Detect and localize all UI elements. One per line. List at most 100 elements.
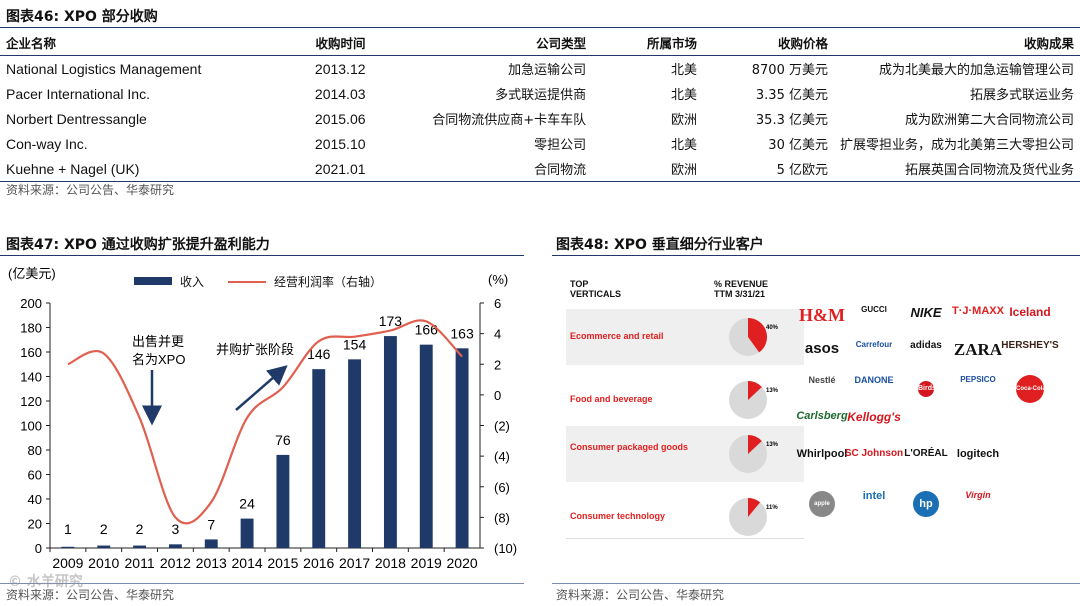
revenue-bar <box>204 539 218 548</box>
x-tick-label: 2020 <box>447 555 478 571</box>
brand-logo-intel: intel <box>862 490 886 502</box>
table-cell: 零担公司 <box>534 138 587 153</box>
left-tick-label: 60 <box>28 468 42 483</box>
fig48-source: 资料来源：公司公告、华泰研究 <box>556 588 725 602</box>
column-header: 收购价格 <box>702 30 834 56</box>
table-cell: Norbert Dentressangle <box>6 110 147 127</box>
fig48-top-rule <box>552 255 1080 256</box>
right-tick-label: 0 <box>494 388 501 403</box>
table-cell: 30 亿美元 <box>768 138 828 153</box>
right-tick-label: (10) <box>494 541 517 556</box>
table-cell: 加急运输公司 <box>508 63 587 78</box>
revenue-share-pie: 11% <box>729 498 778 536</box>
revenue-share-pie: 13% <box>729 381 779 419</box>
revenue-bar <box>240 518 254 548</box>
vertical-label: Food and beverage <box>570 394 653 404</box>
bar-value-label: 2 <box>136 521 144 537</box>
revenue-bar <box>383 336 397 548</box>
brand-logo-gucci: GUCCI <box>861 305 887 314</box>
x-tick-label: 2017 <box>339 555 370 571</box>
vertical-label: Consumer technology <box>570 511 666 521</box>
bar-value-label: 24 <box>239 496 255 512</box>
bar-value-label: 3 <box>172 521 180 537</box>
left-tick-label: 20 <box>28 517 42 532</box>
brand-logo-coca-cola: Coca-Cola <box>1016 375 1044 403</box>
revenue-bar <box>61 546 75 548</box>
table-cell: 成为北美最大的加急运输管理公司 <box>878 63 1074 78</box>
bar-value-label: 7 <box>207 516 215 532</box>
brand-logo-sc-johnson: SC Johnson <box>844 448 904 459</box>
table-cell: 5 亿欧元 <box>702 156 834 182</box>
left-tick-label: 200 <box>20 296 42 311</box>
legend-margin-label: 经营利润率（右轴） <box>274 275 383 289</box>
fig47-bottom-rule <box>0 583 524 584</box>
fig47-top-rule <box>0 255 524 256</box>
brand-logo-whirlpool: Whirlpool <box>796 448 848 460</box>
revenue-bar <box>348 359 362 548</box>
fig46-source: 资料来源：公司公告、华泰研究 <box>6 183 175 197</box>
fig48-bottom-rule <box>552 583 1080 584</box>
x-tick-label: 2010 <box>88 555 119 571</box>
x-tick-label: 2013 <box>196 555 227 571</box>
vertical-label: Ecommerce and retail <box>570 331 664 341</box>
table-cell: 拓展多式联运业务 <box>969 88 1074 103</box>
x-tick-label: 2011 <box>125 555 155 571</box>
legend-revenue-label: 收入 <box>180 275 205 289</box>
right-tick-label: 4 <box>494 327 501 342</box>
table-row: National Logistics Management 2013.12 加急运输… <box>0 56 1080 82</box>
bar-value-label: 2 <box>100 521 108 537</box>
table-cell: 2014.03 <box>314 85 366 102</box>
revenue-share-pie: 13% <box>729 435 779 473</box>
revenue-bar <box>276 454 290 548</box>
table-row: Pacer International Inc. 2014.03 多式联运提供商 北美… <box>0 81 1080 106</box>
brand-logo-hershey-s: HERSHEY'S <box>1001 340 1059 351</box>
table-cell: 2015.06 <box>314 110 366 127</box>
table-cell: National Logistics Management <box>6 60 202 77</box>
brand-logo-zara: ZARA <box>953 340 1003 359</box>
left-tick-label: 100 <box>20 419 42 434</box>
revenue-bar <box>133 545 147 548</box>
verticals-bottom-rule <box>566 538 804 539</box>
brand-logo-l-or-al: L'ORÉAL <box>904 448 948 459</box>
x-tick-label: 2018 <box>375 555 406 571</box>
brand-logo-nestl: Nestlé <box>808 375 836 385</box>
table-cell: 合同物流 <box>371 156 593 182</box>
bar-value-label: 166 <box>415 322 439 338</box>
column-header: 所属市场 <box>592 30 703 56</box>
table-cell: 北美 <box>670 88 697 103</box>
table-cell: 2013.12 <box>314 60 366 77</box>
pie-pct-label: 13% <box>766 388 779 394</box>
table-cell: 2021.01 <box>270 156 372 182</box>
brand-logo-danone: DANONE <box>854 375 894 385</box>
annotation-expansion: 并购扩张阶段 <box>216 342 294 357</box>
vertical-row: Food and beverage 13% <box>566 372 804 428</box>
annotation-divest-1: 出售并更 <box>132 334 184 349</box>
left-tick-label: 120 <box>20 394 42 409</box>
margin-series-line <box>67 319 463 525</box>
pie-pct-label: 13% <box>766 442 779 448</box>
x-tick-label: 2014 <box>232 555 263 571</box>
bar-value-label: 154 <box>343 336 367 352</box>
revenue-bar <box>419 344 433 548</box>
revenue-share-pie: 40% <box>729 318 779 356</box>
left-tick-label: 40 <box>28 492 42 507</box>
table-cell: 成为欧洲第二大合同物流公司 <box>904 113 1074 128</box>
right-tick-label: 6 <box>494 296 501 311</box>
fig47-source: 资料来源：公司公告、华泰研究 <box>6 588 175 602</box>
brand-logo-birds-eye: Birds Eye <box>918 381 934 397</box>
brand-logo-logitech: logitech <box>956 448 1000 460</box>
pie-pct-label: 11% <box>766 505 778 511</box>
left-axis-label: (亿美元) <box>8 266 56 281</box>
vertical-row: Consumer packaged goods 13% <box>566 426 804 482</box>
bar-value-label: 1 <box>64 521 72 537</box>
brand-logo-apple: apple <box>809 491 835 517</box>
brand-logo-adidas: adidas <box>910 340 942 351</box>
legend-revenue-swatch <box>134 277 172 285</box>
brand-logo-t-j-maxx: T·J·MAXX <box>952 305 1004 317</box>
x-tick-label: 2016 <box>303 555 334 571</box>
right-tick-label: (6) <box>494 480 510 495</box>
pie-slice <box>748 318 767 353</box>
right-tick-label: (8) <box>494 510 510 525</box>
revenue-bar <box>97 545 111 548</box>
table-cell: 扩展零担业务，成为北美第三大零担公司 <box>839 138 1074 153</box>
